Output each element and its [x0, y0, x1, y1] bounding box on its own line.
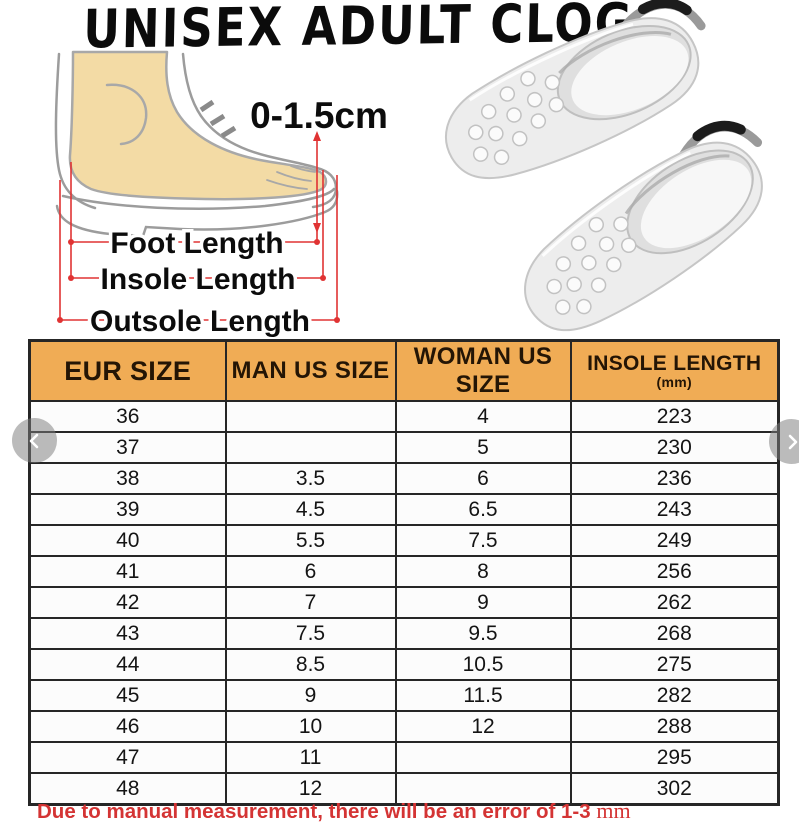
table-row: 47 11 295	[28, 741, 780, 774]
cell-woman-us-size: 7.5	[394, 524, 572, 557]
cell-man-us-size: 3.5	[224, 462, 397, 495]
chevron-right-icon	[788, 434, 797, 449]
cell-man-us-size: 11	[224, 741, 397, 774]
table-row: 45 9 11.5 282	[28, 679, 780, 712]
cell-insole-length: 288	[569, 710, 780, 743]
cell-eur-size: 48	[28, 772, 227, 806]
table-row: 38 3.5 6 236	[28, 462, 780, 495]
cell-insole-length: 262	[569, 586, 780, 619]
cell-man-us-size	[224, 400, 397, 433]
table-row: 43 7.5 9.5 268	[28, 617, 780, 650]
cell-eur-size: 42	[28, 586, 227, 619]
cell-insole-length: 295	[569, 741, 780, 774]
cell-insole-length: 282	[569, 679, 780, 712]
carousel-prev-button[interactable]	[12, 418, 57, 463]
disclaimer-unit: mm	[596, 798, 631, 823]
cell-woman-us-size	[394, 772, 572, 806]
cell-man-us-size: 7.5	[224, 617, 397, 650]
table-row: 37 5 230	[28, 431, 780, 464]
header-row: EUR SIZE MAN US SIZE WOMAN US SIZE INSOL…	[28, 339, 780, 402]
size-table-body: 36 4 223 37 5 230 38 3.5 6 236 39 4.5 6.…	[28, 400, 780, 806]
cell-eur-size: 43	[28, 617, 227, 650]
table-row: 46 10 12 288	[28, 710, 780, 743]
cell-insole-length: 223	[569, 400, 780, 433]
col-header-woman-us-size: WOMAN US SIZE	[394, 339, 572, 402]
table-row: 40 5.5 7.5 249	[28, 524, 780, 557]
cell-woman-us-size: 8	[394, 555, 572, 588]
cell-eur-size: 46	[28, 710, 227, 743]
cell-eur-size: 39	[28, 493, 227, 526]
size-table: EUR SIZE MAN US SIZE WOMAN US SIZE INSOL…	[28, 339, 780, 806]
toe-lines	[266, 165, 316, 190]
cell-eur-size: 38	[28, 462, 227, 495]
col-header-eur-size: EUR SIZE	[28, 339, 227, 402]
col-header-insole-unit: (mm)	[656, 373, 692, 390]
cell-eur-size: 37	[28, 431, 227, 464]
cell-insole-length: 249	[569, 524, 780, 557]
cell-insole-length: 236	[569, 462, 780, 495]
col-header-man-us-size: MAN US SIZE	[224, 339, 397, 402]
cell-woman-us-size: 10.5	[394, 648, 572, 681]
cell-eur-size: 40	[28, 524, 227, 557]
cell-eur-size: 45	[28, 679, 227, 712]
cell-man-us-size: 6	[224, 555, 397, 588]
table-row: 36 4 223	[28, 400, 780, 433]
cell-woman-us-size: 9.5	[394, 617, 572, 650]
chevron-left-icon	[29, 433, 38, 448]
ankle-line	[105, 83, 148, 146]
cell-man-us-size: 8.5	[224, 648, 397, 681]
cell-man-us-size: 5.5	[224, 524, 397, 557]
cell-man-us-size: 7	[224, 586, 397, 619]
cell-insole-length: 230	[569, 431, 780, 464]
measurement-disclaimer: Due to manual measurement, there will be…	[37, 798, 631, 824]
table-row: 42 7 9 262	[28, 586, 780, 619]
cell-man-us-size	[224, 431, 397, 464]
insole-length-label: Insole Length	[101, 263, 296, 296]
outsole-length-label: Outsole Length	[90, 305, 310, 338]
cell-woman-us-size: 11.5	[394, 679, 572, 712]
carousel-next-button[interactable]	[769, 419, 799, 464]
cell-eur-size: 41	[28, 555, 227, 588]
cell-insole-length: 243	[569, 493, 780, 526]
cell-woman-us-size: 12	[394, 710, 572, 743]
cell-woman-us-size: 4	[394, 400, 572, 433]
lace-marks	[199, 99, 237, 139]
foot-length-label: Foot Length	[110, 227, 283, 260]
col-header-insole-length-text: INSOLE LENGTH	[587, 351, 762, 375]
table-row: 39 4.5 6.5 243	[28, 493, 780, 526]
cell-eur-size: 44	[28, 648, 227, 681]
shoe-outline	[54, 52, 339, 238]
cell-insole-length: 268	[569, 617, 780, 650]
cell-insole-length: 275	[569, 648, 780, 681]
cell-eur-size: 36	[28, 400, 227, 433]
cell-eur-size: 47	[28, 741, 227, 774]
table-row: 48 12 302	[28, 772, 780, 806]
cell-man-us-size: 4.5	[224, 493, 397, 526]
cell-woman-us-size: 5	[394, 431, 572, 464]
cell-woman-us-size: 9	[394, 586, 572, 619]
cell-man-us-size: 9	[224, 679, 397, 712]
cell-insole-length: 256	[569, 555, 780, 588]
table-row: 41 6 8 256	[28, 555, 780, 588]
clog-product-photo	[400, 28, 799, 338]
cell-woman-us-size	[394, 741, 572, 774]
disclaimer-text: Due to manual measurement, there will be…	[37, 800, 591, 823]
foot-measurement-diagram: 0-1.5cm Foot Length Insole Length Outsol…	[54, 50, 388, 342]
cell-man-us-size: 10	[224, 710, 397, 743]
cell-man-us-size: 12	[224, 772, 397, 806]
col-header-insole-length: INSOLE LENGTH (mm)	[569, 339, 780, 402]
measurement-lines	[57, 131, 340, 323]
table-row: 44 8.5 10.5 275	[28, 648, 780, 681]
gap-measurement-label: 0-1.5cm	[250, 95, 388, 136]
cell-woman-us-size: 6	[394, 462, 572, 495]
cell-woman-us-size: 6.5	[394, 493, 572, 526]
cell-insole-length: 302	[569, 772, 780, 806]
